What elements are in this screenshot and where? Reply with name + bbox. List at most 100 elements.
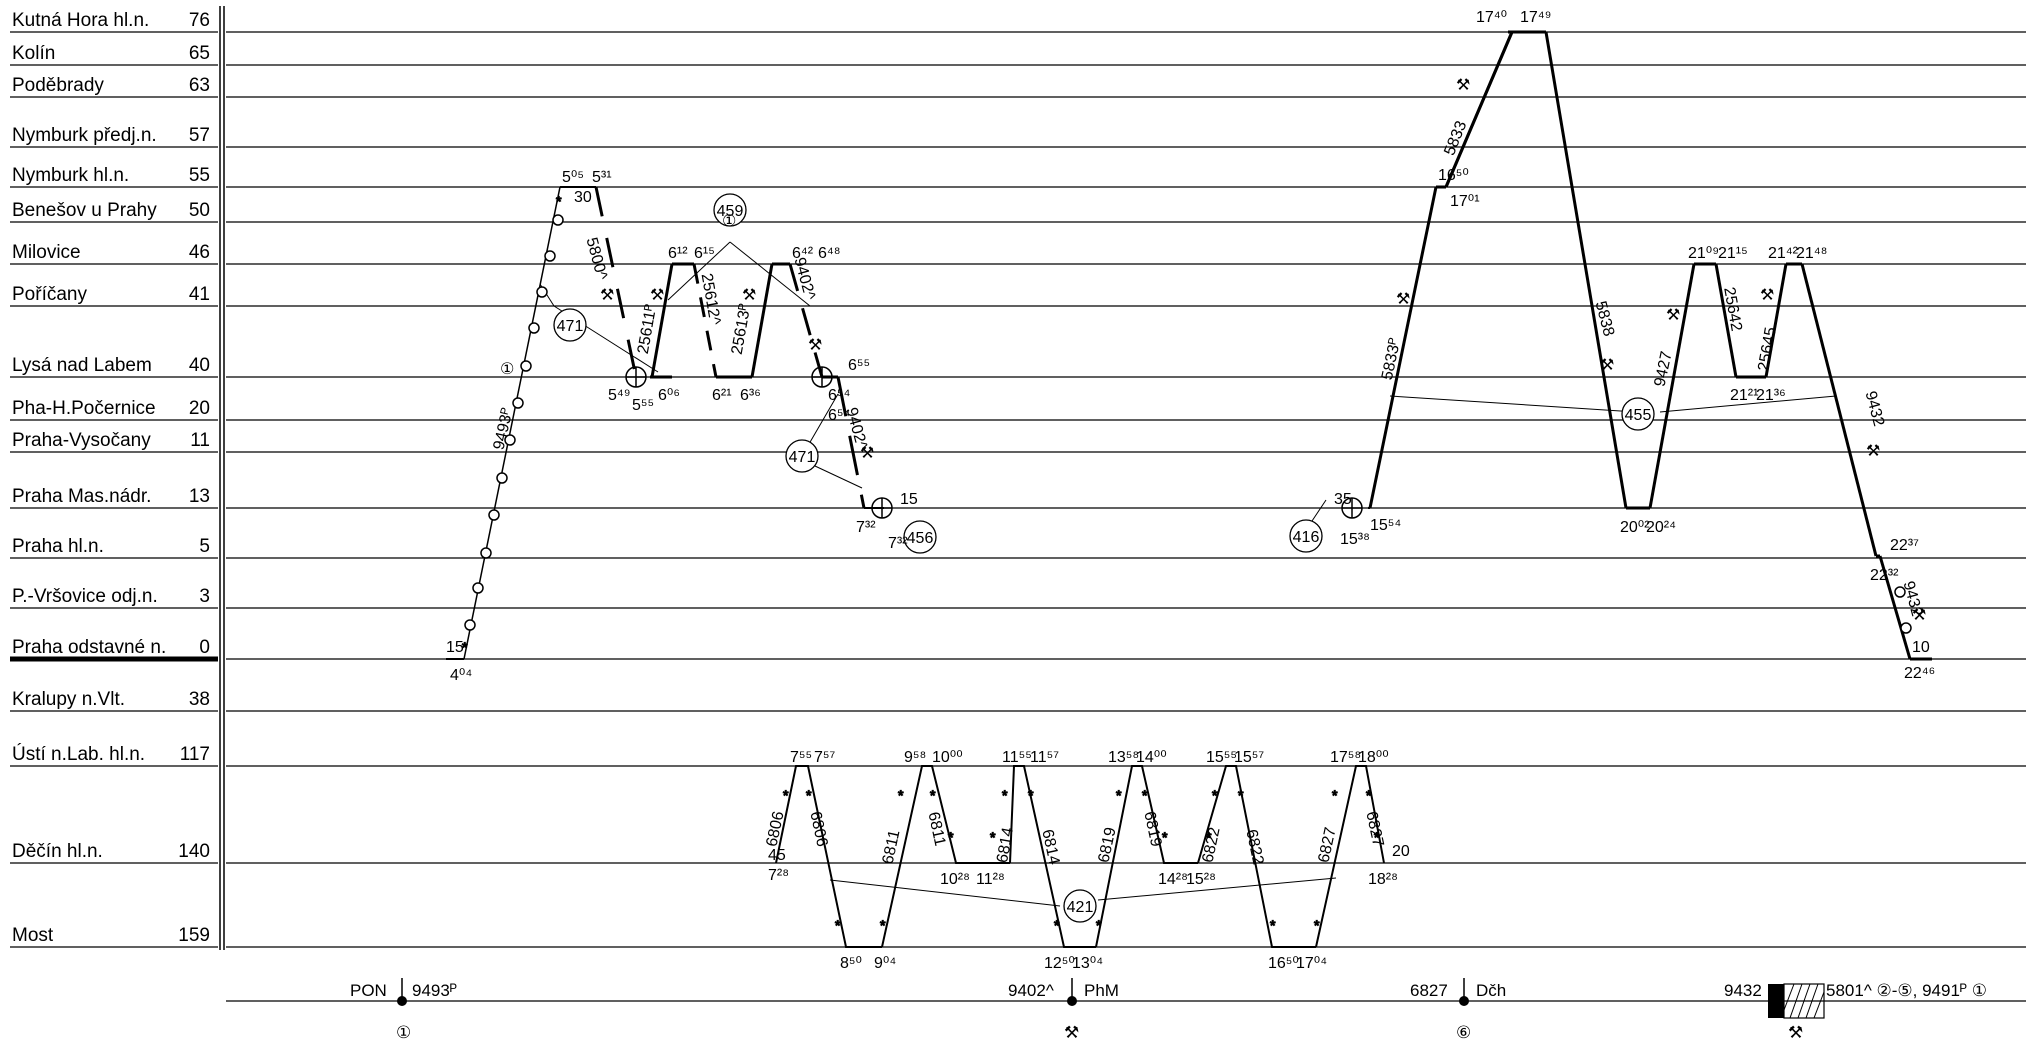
time-label: 16⁵⁰ <box>1268 955 1299 972</box>
station-name: Kutná Hora hl.n. <box>12 10 149 31</box>
tool-icon: ⚒ <box>1456 75 1470 94</box>
evening-as-drawn <box>1512 30 1932 661</box>
time-label: 35 <box>1334 491 1352 508</box>
time-label: 17⁴⁹ <box>1520 9 1552 26</box>
train-number: 6811 <box>880 828 904 865</box>
station-km: 0 <box>199 637 210 658</box>
train-number: 6822 <box>1242 828 1266 866</box>
svg-text:459: 459 <box>717 203 744 220</box>
x-mark: * <box>783 787 789 803</box>
stop-marker <box>480 547 492 559</box>
train-path-9402 <box>788 263 824 378</box>
stop-marker <box>488 509 500 521</box>
time-label: 22⁴⁶ <box>1904 665 1935 682</box>
x-mark: * <box>462 639 468 655</box>
stop-marker <box>504 434 516 446</box>
station-km: 117 <box>180 744 210 765</box>
legend-block <box>1768 984 1784 1018</box>
station-km: 5 <box>199 536 210 557</box>
stop-marker <box>1900 622 1912 634</box>
station-km: 40 <box>189 355 210 376</box>
x-marks: * * * * * * * * * * * * * * * * * * * * … <box>461 192 1380 933</box>
stop-marker <box>472 582 484 594</box>
time-label: 12⁵⁰ <box>1044 955 1075 972</box>
train-path-6819 <box>1095 765 1198 948</box>
x-mark: * <box>1374 829 1380 845</box>
legend-mark: ⚒ <box>1788 1023 1803 1041</box>
time-label: 21¹⁵ <box>1718 245 1748 262</box>
coupling-marker <box>625 366 647 388</box>
legend-text: 5801^ ②-⑤, 9491ᴾ ① <box>1826 981 1987 1000</box>
circuit-471: 471 <box>553 308 587 342</box>
tool-icon: ⚒ <box>808 335 822 354</box>
legend-train: 9432 <box>1724 981 1762 1000</box>
svg-text:455: 455 <box>1625 407 1652 424</box>
time-label: 6¹² <box>668 245 688 262</box>
time-label: 11⁵⁷ <box>1030 749 1059 766</box>
station-name: Poděbrady <box>12 75 104 96</box>
tool-icon: ⚒ <box>1396 289 1410 308</box>
x-mark: * <box>1366 787 1372 803</box>
train-number: 5800^ <box>583 236 611 283</box>
legend-train: 6827 <box>1410 981 1448 1000</box>
station-name: Lysá nad Labem <box>12 355 152 376</box>
x-mark: * <box>1314 917 1320 933</box>
connector <box>814 465 863 489</box>
station-grid <box>10 31 2026 948</box>
x-mark: * <box>835 917 841 933</box>
coupling-marker <box>1341 497 1363 519</box>
stop-marker <box>552 214 564 226</box>
time-label: 21²¹ <box>1730 387 1758 404</box>
circuit-416: 416 <box>1289 519 1323 553</box>
circuit-471: 471 <box>785 439 819 473</box>
x-mark: * <box>880 917 886 933</box>
tool-icon: ⚒ <box>1666 305 1680 324</box>
x-mark: * <box>1162 829 1168 845</box>
train-number: 25645 <box>1755 326 1779 373</box>
legend-mark: ① <box>396 1023 411 1041</box>
train-path-9432 <box>1878 555 1912 660</box>
x-mark: * <box>1028 787 1034 803</box>
station-km: 159 <box>178 925 210 946</box>
time-label: 15²⁸ <box>1186 871 1216 888</box>
train-number: 9432 <box>1862 389 1888 428</box>
tool-icon: ⚒ <box>1866 441 1880 460</box>
station-km: 140 <box>178 841 210 862</box>
time-label: 18²⁸ <box>1368 871 1398 888</box>
time-label: 21⁴⁸ <box>1796 245 1827 262</box>
station-name: Ústí n.Lab. hl.n. <box>12 743 145 765</box>
station-name: Praha Mas.nádr. <box>12 486 151 507</box>
time-label: 6⁴² <box>792 245 814 262</box>
station-km: 57 <box>189 125 210 146</box>
train-paths-upper <box>446 30 1514 660</box>
station-name: Pha-H.Počernice <box>12 398 156 419</box>
train-number: 6819 <box>1096 826 1120 864</box>
station-km: 65 <box>189 43 210 64</box>
station-name: Kolín <box>12 43 55 64</box>
station-name: Kralupy n.Vlt. <box>12 689 125 710</box>
x-mark: * <box>948 829 954 845</box>
stop-marker <box>1894 586 1906 598</box>
time-label: 14⁰⁰ <box>1136 749 1167 766</box>
time-label: 30 <box>574 189 592 206</box>
train-number: 25642 <box>1720 286 1744 333</box>
legend-train: 9402^ <box>1008 981 1054 1000</box>
x-mark: * <box>1270 917 1276 933</box>
stop-marker <box>464 619 476 631</box>
tool-icon: ⚒ <box>742 285 756 304</box>
time-label: 6⁰⁶ <box>658 387 680 404</box>
time-label: 7³² <box>856 519 876 536</box>
train-path-9427 <box>1648 263 1696 509</box>
connector <box>1389 395 1637 413</box>
time-label: 5³¹ <box>592 169 612 186</box>
stop-marker <box>536 286 548 298</box>
station-km: 20 <box>189 398 210 419</box>
legend-code: PON <box>350 981 387 1000</box>
x-mark: * <box>930 787 936 803</box>
legend-dot <box>1067 996 1077 1006</box>
train-path-9402 <box>836 376 866 509</box>
x-mark: * <box>806 787 812 803</box>
time-label: 22³² <box>1870 567 1899 584</box>
station-km: 38 <box>189 689 210 710</box>
